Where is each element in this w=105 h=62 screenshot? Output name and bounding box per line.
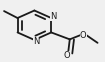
Text: O: O (63, 51, 70, 60)
Text: N: N (50, 12, 56, 21)
Text: O: O (80, 31, 87, 40)
Text: N: N (33, 37, 39, 46)
